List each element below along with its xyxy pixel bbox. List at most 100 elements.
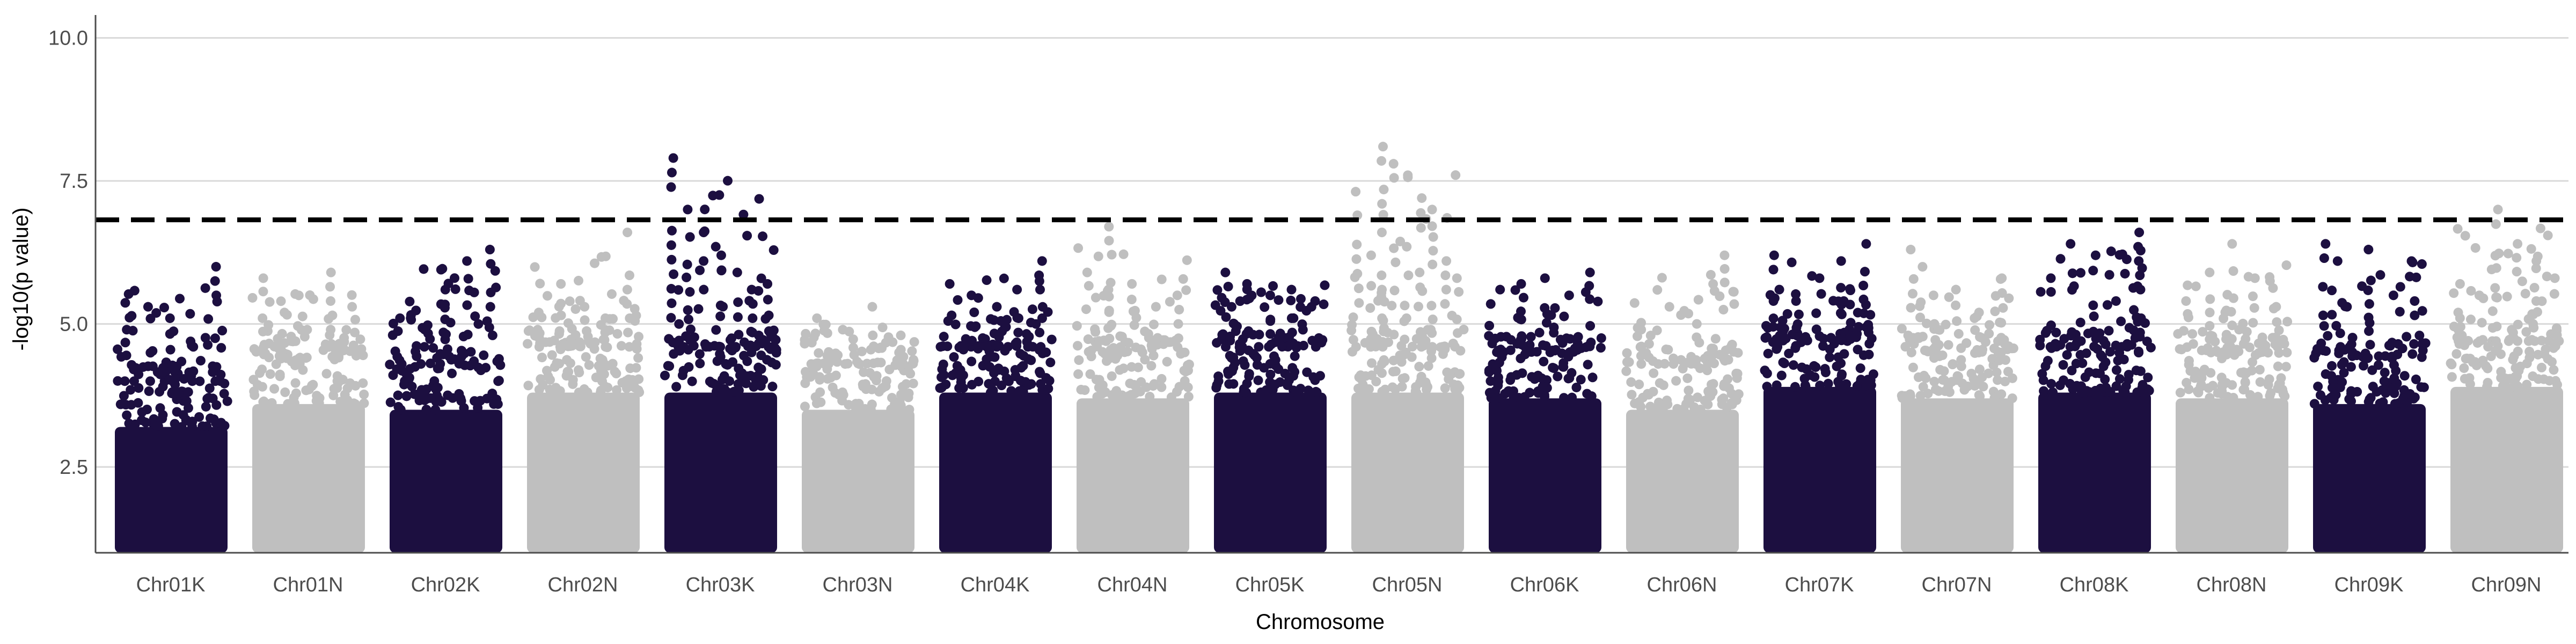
- peak-point: [2272, 317, 2282, 327]
- dense-points-band: [664, 392, 777, 553]
- snp-point: [393, 390, 403, 400]
- snp-point: [565, 341, 575, 351]
- snp-point: [967, 379, 977, 390]
- snp-point: [1693, 295, 1703, 305]
- peak-point: [667, 298, 677, 309]
- peak-point: [2455, 321, 2465, 332]
- peak-point: [666, 284, 676, 294]
- snp-point: [2105, 347, 2115, 357]
- snp-point: [2260, 341, 2271, 351]
- snp-point: [1045, 357, 1056, 368]
- peak-point: [716, 266, 727, 276]
- snp-point: [2273, 361, 2283, 371]
- peak-point: [2321, 239, 2331, 249]
- snp-point: [1834, 334, 1845, 345]
- snp-point: [1533, 388, 1543, 398]
- snp-point: [1650, 404, 1660, 414]
- peak-point: [896, 345, 906, 355]
- snp-point: [1825, 352, 1835, 362]
- peak-point: [1858, 308, 1869, 318]
- snp-point: [1975, 391, 1985, 401]
- peak-point: [2513, 336, 2523, 346]
- peak-point: [1083, 334, 1093, 345]
- snp-point: [721, 359, 731, 369]
- snp-point: [848, 342, 858, 353]
- snp-point: [1626, 377, 1636, 387]
- snp-point: [1634, 379, 1644, 390]
- snp-point: [909, 356, 919, 366]
- peak-point: [1997, 273, 2007, 283]
- snp-point: [574, 275, 584, 286]
- snp-point: [999, 366, 1009, 376]
- peak-point: [622, 299, 632, 309]
- snp-point: [286, 332, 296, 342]
- peak-point: [347, 302, 357, 312]
- snp-point: [723, 387, 733, 398]
- peak-point: [992, 342, 1002, 352]
- snp-point: [1118, 363, 1129, 374]
- dense-points-band: [390, 409, 502, 553]
- snp-point: [1217, 330, 1227, 340]
- snp-point: [1653, 359, 1663, 369]
- peak-point: [1366, 342, 1376, 352]
- snp-point: [2483, 363, 2493, 374]
- snp-point: [1118, 249, 1129, 259]
- snp-point: [734, 330, 744, 340]
- snp-point: [608, 358, 618, 369]
- snp-point: [144, 386, 154, 396]
- snp-point: [634, 332, 644, 342]
- peak-point: [1034, 270, 1044, 281]
- peak-point: [1129, 320, 1139, 330]
- snp-point: [1270, 355, 1280, 365]
- snp-point: [1733, 389, 1744, 399]
- snp-point: [470, 311, 480, 321]
- peak-point: [667, 254, 677, 265]
- snp-point: [334, 351, 344, 361]
- snp-point: [2411, 272, 2421, 282]
- snp-point: [355, 334, 365, 345]
- snp-point: [567, 324, 577, 334]
- snp-point: [2205, 393, 2215, 403]
- snp-point: [1092, 392, 1102, 402]
- snp-point: [437, 264, 448, 274]
- snp-point: [1943, 340, 1953, 350]
- snp-point: [2040, 328, 2051, 338]
- peak-point: [280, 338, 290, 348]
- snp-point: [1526, 332, 1536, 342]
- peak-point: [1265, 290, 1275, 301]
- peak-point: [1791, 323, 1802, 333]
- snp-point: [1990, 306, 2000, 317]
- snp-point: [1256, 287, 1267, 297]
- snp-point: [2000, 376, 2010, 386]
- peak-point: [2227, 239, 2237, 249]
- snp-point: [2121, 381, 2131, 391]
- snp-point: [2007, 393, 2017, 404]
- snp-point: [901, 379, 911, 389]
- peak-point: [624, 270, 634, 281]
- snp-point: [1080, 385, 1090, 395]
- snp-point: [1733, 348, 1743, 358]
- snp-point: [1074, 355, 1084, 365]
- snp-point: [800, 401, 810, 412]
- snp-point: [1708, 279, 1718, 289]
- snp-point: [2176, 345, 2186, 355]
- snp-point: [756, 350, 766, 361]
- snp-point: [340, 390, 350, 400]
- snp-point: [953, 295, 963, 305]
- peak-point: [1721, 345, 1731, 355]
- snp-point: [1081, 304, 1091, 314]
- peak-point: [464, 286, 474, 296]
- snp-point: [1689, 402, 1699, 412]
- peak-point: [1220, 267, 1231, 277]
- snp-point: [854, 399, 864, 409]
- snp-point: [2106, 246, 2116, 257]
- peak-point: [1719, 264, 1730, 274]
- snp-point: [130, 363, 140, 373]
- peak-point: [810, 328, 821, 339]
- snp-point: [2003, 367, 2013, 377]
- snp-point: [1036, 379, 1046, 389]
- snp-point: [115, 399, 126, 409]
- snp-point: [339, 333, 349, 343]
- snp-point: [185, 309, 195, 319]
- snp-point: [1854, 321, 1864, 332]
